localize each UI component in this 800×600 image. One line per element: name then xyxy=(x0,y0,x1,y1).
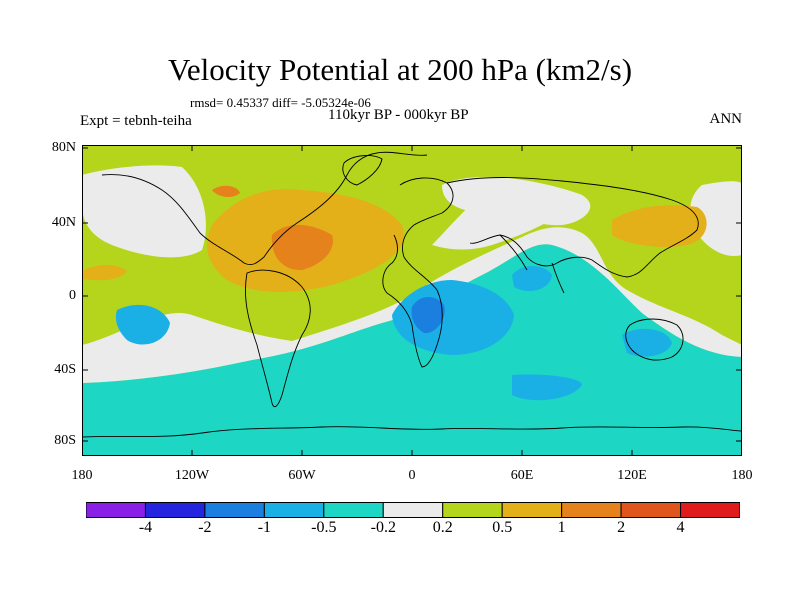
contour-pos1-small xyxy=(212,185,240,197)
lat-label-0: 0 xyxy=(69,288,76,303)
contour-neg02-south xyxy=(82,244,742,456)
colorbar-box xyxy=(501,502,563,518)
coast-antarctica xyxy=(82,426,742,438)
colorbar-box xyxy=(382,502,444,518)
colorbar-box xyxy=(144,502,206,518)
experiment-label: Expt = tebnh-teiha xyxy=(80,113,192,129)
lat-label-40n: 40N xyxy=(51,215,76,230)
contour-neg05-pacific xyxy=(115,304,170,345)
colorbar-box xyxy=(561,502,622,518)
contour-pos02-s2 xyxy=(677,265,742,323)
colorbar-box xyxy=(204,502,265,518)
lon-ticks xyxy=(191,145,633,456)
colorbar-box xyxy=(263,502,325,518)
coast-south-america xyxy=(244,269,311,408)
colorbar-label: -4 xyxy=(138,519,153,536)
lon-label-120w: 120W xyxy=(174,468,210,483)
colorbar-label: 2 xyxy=(617,519,626,536)
lon-label-180w: 180 xyxy=(71,468,93,483)
contour-neg1-africa xyxy=(411,297,445,334)
colorbar-box xyxy=(442,502,503,518)
contour-neg05-arabia xyxy=(512,266,552,291)
contour-neutral-asia xyxy=(442,176,591,226)
lon-label-0: 0 xyxy=(408,468,416,483)
coast-australia xyxy=(625,318,684,361)
coast-europe-africa xyxy=(382,177,454,368)
coast-north-america xyxy=(101,151,428,266)
lon-label-180e: 180 xyxy=(731,468,753,483)
colorbar-label: -0.2 xyxy=(370,519,396,536)
coast-arabia-india xyxy=(499,234,565,294)
contour-pos1-atlantic xyxy=(271,224,333,271)
lon-label-60e: 60E xyxy=(510,468,534,483)
coast-asia xyxy=(446,177,699,278)
coast-greenland xyxy=(342,155,383,186)
coastlines xyxy=(82,151,742,438)
colorbar-box xyxy=(620,502,682,518)
colorbar-label: 4 xyxy=(676,519,685,536)
colorbar-label: 0.2 xyxy=(432,519,453,536)
lon-label-120e: 120E xyxy=(617,468,647,483)
colorbar-label: -2 xyxy=(198,519,212,536)
colorbar-label: 0.5 xyxy=(492,519,513,536)
colorbar-box xyxy=(86,502,146,518)
lat-ticks xyxy=(82,147,742,442)
lat-label-80s: 80S xyxy=(54,433,76,448)
contour-pos05-east-asia xyxy=(612,205,707,247)
colorbar-box xyxy=(323,502,384,518)
lat-label-40s: 40S xyxy=(54,362,76,377)
contour-pos05-pacific xyxy=(82,265,127,281)
velocity-potential-map xyxy=(82,145,742,456)
colorbar-box xyxy=(680,502,740,518)
season-label: ANN xyxy=(709,111,743,127)
contour-neg05-south-atlantic xyxy=(512,374,582,401)
period-label: 110kyr BP - 000kyr BP xyxy=(328,107,469,123)
contour-neutral-pacific-east xyxy=(690,181,742,256)
colorbar-label: -0.5 xyxy=(311,519,337,536)
colorbar xyxy=(86,502,740,518)
lon-label-60w: 60W xyxy=(288,468,316,483)
lat-label-80n: 80N xyxy=(51,140,76,155)
plot-title: Velocity Potential at 200 hPa (km2/s) xyxy=(167,52,633,87)
contour-neutral-pacific xyxy=(82,165,206,258)
stats-label: rmsd= 0.45337 diff= -5.05324e-06 xyxy=(190,95,371,110)
colorbar-label: 1 xyxy=(557,519,566,536)
contour-neg05-australia xyxy=(622,328,672,357)
colorbar-label: -1 xyxy=(257,519,272,536)
